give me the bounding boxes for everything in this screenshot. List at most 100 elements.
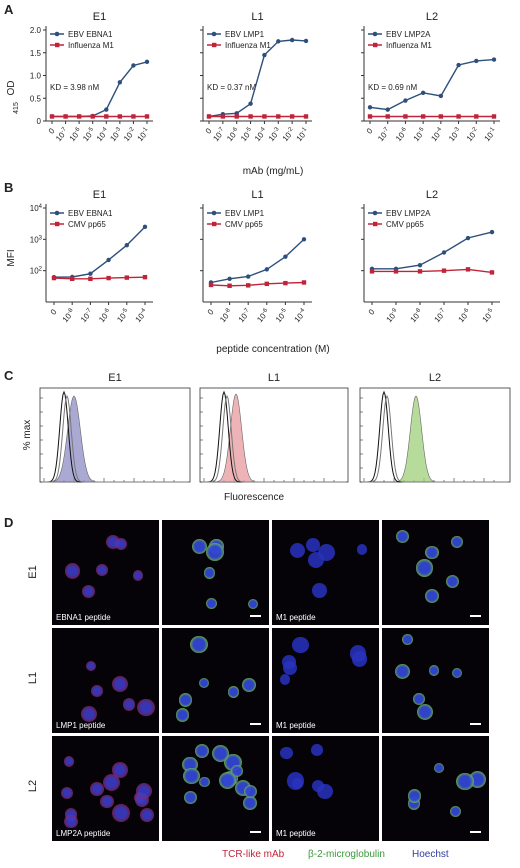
b-xtick-label: 10-4 bbox=[292, 307, 308, 324]
b-xtick-label: 10-5 bbox=[274, 307, 288, 324]
cell-nucleus bbox=[123, 698, 136, 711]
b-xtick-label: 10-6 bbox=[456, 307, 472, 324]
micrograph-l1-3: M1 peptide bbox=[272, 628, 379, 733]
micrograph-e1-2 bbox=[162, 520, 269, 625]
a-xtick-label: 10-7 bbox=[376, 126, 390, 143]
cell-nucleus bbox=[243, 796, 257, 810]
b-xtick-label-text: 10-7 bbox=[237, 307, 253, 324]
b-xtick-label-text: 10-4 bbox=[292, 307, 308, 324]
cell-nucleus bbox=[191, 538, 208, 555]
a-data-point bbox=[131, 114, 136, 119]
cell-nucleus bbox=[115, 537, 127, 550]
cell-nucleus bbox=[205, 597, 217, 609]
b-xtick-label-text: 0 bbox=[49, 307, 59, 317]
a-data-point bbox=[248, 101, 253, 106]
cell-nucleus bbox=[292, 636, 309, 654]
a-xtick-label-text: 10-6 bbox=[68, 126, 84, 143]
b-xtick-label-text: 10-6 bbox=[456, 307, 472, 324]
a-xtick-label: 10-2 bbox=[122, 126, 138, 143]
micrograph-e1-4 bbox=[382, 520, 489, 625]
cell-nucleus bbox=[311, 744, 323, 757]
a-xtick-label: 0 bbox=[365, 126, 375, 136]
b-legend-marker bbox=[55, 221, 60, 227]
a-legend-label: Influenza M1 bbox=[68, 41, 114, 50]
b-data-point bbox=[283, 280, 288, 286]
c-isotype-curve bbox=[202, 390, 346, 483]
a-xtick-label: 10-4 bbox=[253, 126, 267, 143]
a-xtick-label: 10-6 bbox=[394, 126, 410, 143]
a-data-point bbox=[491, 114, 497, 119]
b-xtick-label: 10-7 bbox=[432, 307, 446, 324]
cell-nucleus bbox=[433, 762, 444, 774]
cell-nucleus bbox=[247, 598, 259, 610]
cell-nucleus bbox=[112, 675, 129, 692]
b-legend-marker bbox=[211, 210, 217, 216]
a-data-point bbox=[63, 114, 68, 119]
a-data-point bbox=[367, 105, 373, 110]
a-xtick-label-text: 10-1 bbox=[135, 126, 151, 143]
cell-nucleus bbox=[136, 698, 155, 717]
micrograph-l2-2 bbox=[162, 736, 269, 841]
b-series-line-red bbox=[210, 281, 305, 287]
cell-nucleus bbox=[183, 791, 197, 805]
row-label-l2: L2 bbox=[27, 779, 39, 793]
cell-nucleus bbox=[190, 635, 208, 653]
a-kd-label: KD = 0.37 nM bbox=[207, 83, 256, 92]
a-xtick-label-text: 10-6 bbox=[225, 126, 241, 143]
a-series-line-blue bbox=[208, 39, 307, 118]
a-legend-marker bbox=[373, 42, 378, 48]
cell-nucleus bbox=[401, 634, 414, 646]
cell-nucleus bbox=[242, 678, 256, 692]
b-xtick-label: 10-4 bbox=[133, 307, 147, 324]
cell-nucleus bbox=[280, 746, 293, 760]
a-xtick-label: 10-3 bbox=[267, 126, 283, 143]
b-data-point bbox=[465, 267, 471, 272]
cell-nucleus bbox=[230, 764, 243, 777]
b-xtick-label: 10-6 bbox=[255, 307, 269, 324]
a-data-point bbox=[403, 98, 408, 103]
a-data-point bbox=[438, 93, 444, 99]
b-data-point bbox=[70, 276, 75, 282]
a-data-point bbox=[385, 107, 390, 112]
micrograph-l1-2 bbox=[162, 628, 269, 733]
a-xtick-label-text: 10-2 bbox=[122, 126, 138, 143]
b-legend-marker bbox=[373, 221, 378, 227]
a-data-point bbox=[420, 114, 426, 119]
a-data-point bbox=[385, 114, 390, 119]
b-xtick-label: 10-6 bbox=[97, 307, 111, 324]
a-xtick-label-text: 10-5 bbox=[239, 126, 255, 143]
a-xtick-label: 10-3 bbox=[447, 126, 461, 143]
cell-nucleus bbox=[218, 771, 237, 789]
b-data-point bbox=[441, 268, 447, 273]
cell-nucleus bbox=[407, 789, 422, 804]
b-ylabel: MFI bbox=[6, 249, 17, 266]
a-data-point bbox=[131, 63, 136, 68]
a-kd-label: KD = 0.69 nM bbox=[368, 83, 417, 92]
a-xtick-label-text: 10-4 bbox=[95, 126, 111, 143]
a-xtick-label: 10-2 bbox=[281, 126, 297, 143]
a-data-point bbox=[76, 114, 82, 119]
b-data-point bbox=[246, 274, 251, 279]
cell-nucleus bbox=[395, 529, 410, 544]
b-series-line-blue bbox=[53, 226, 146, 278]
b-xtick-label-text: 10-8 bbox=[408, 307, 424, 324]
b-xlabel: peptide concentration (M) bbox=[216, 344, 329, 355]
cell-nucleus bbox=[286, 772, 305, 790]
a-xtick-label-text: 10-6 bbox=[394, 126, 410, 143]
micrograph-l2-1: LMP2A peptide bbox=[52, 736, 159, 841]
a-data-point bbox=[303, 114, 309, 119]
b-legend-label: EBV LMP2A bbox=[386, 209, 431, 218]
b-chart-title: L2 bbox=[426, 189, 438, 201]
b-data-point bbox=[227, 283, 232, 288]
a-ylabel-sub: 415 bbox=[13, 102, 20, 114]
a-xtick-label-text: 10-3 bbox=[267, 126, 283, 143]
b-xtick-label-text: 10-7 bbox=[79, 307, 95, 324]
b-xtick-label: 0 bbox=[206, 307, 216, 317]
cell-nucleus bbox=[183, 767, 200, 785]
a-data-point bbox=[262, 114, 267, 119]
a-data-point bbox=[474, 114, 479, 119]
cell-nucleus bbox=[85, 660, 96, 671]
b-data-point bbox=[465, 235, 471, 241]
a-xtick-label-text: 10-2 bbox=[281, 126, 297, 143]
scale-bar bbox=[470, 723, 481, 725]
